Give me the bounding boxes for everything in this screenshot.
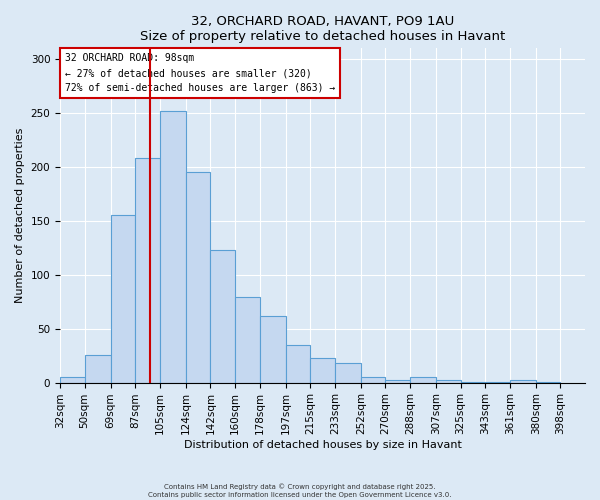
Bar xyxy=(286,345,310,383)
Bar xyxy=(211,250,235,382)
Bar xyxy=(110,216,135,382)
Bar xyxy=(235,298,260,382)
Bar xyxy=(260,316,286,382)
Bar xyxy=(85,354,110,382)
Bar xyxy=(510,380,536,382)
Bar xyxy=(186,172,211,382)
Bar xyxy=(436,380,461,382)
Bar xyxy=(385,380,410,382)
Text: Contains HM Land Registry data © Crown copyright and database right 2025.
Contai: Contains HM Land Registry data © Crown c… xyxy=(148,483,452,498)
Text: 32 ORCHARD ROAD: 98sqm
← 27% of detached houses are smaller (320)
72% of semi-de: 32 ORCHARD ROAD: 98sqm ← 27% of detached… xyxy=(65,54,335,93)
Y-axis label: Number of detached properties: Number of detached properties xyxy=(15,128,25,303)
Bar xyxy=(135,158,160,382)
Bar xyxy=(60,377,85,382)
Bar xyxy=(310,358,335,382)
X-axis label: Distribution of detached houses by size in Havant: Distribution of detached houses by size … xyxy=(184,440,461,450)
Bar xyxy=(410,377,436,382)
Bar xyxy=(335,363,361,382)
Title: 32, ORCHARD ROAD, HAVANT, PO9 1AU
Size of property relative to detached houses i: 32, ORCHARD ROAD, HAVANT, PO9 1AU Size o… xyxy=(140,15,505,43)
Bar xyxy=(361,377,385,382)
Bar xyxy=(160,111,186,382)
